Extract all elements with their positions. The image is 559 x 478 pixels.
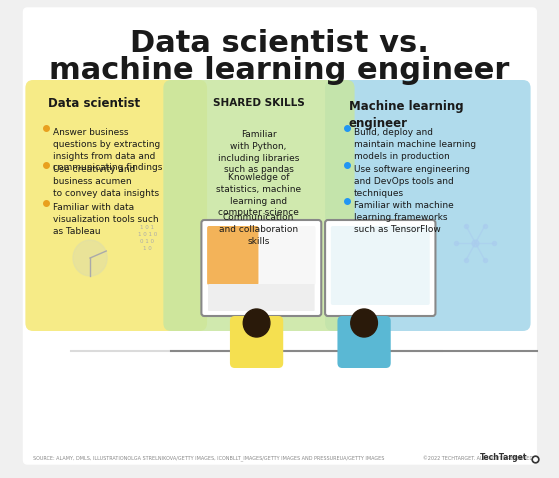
Circle shape <box>243 309 270 337</box>
FancyBboxPatch shape <box>163 80 354 331</box>
Text: TechTarget: TechTarget <box>480 454 528 463</box>
FancyBboxPatch shape <box>338 316 391 368</box>
FancyBboxPatch shape <box>201 220 321 316</box>
FancyBboxPatch shape <box>230 316 283 368</box>
Text: Use software engineering
and DevOps tools and
techniques: Use software engineering and DevOps tool… <box>354 165 470 197</box>
Circle shape <box>73 240 107 276</box>
FancyBboxPatch shape <box>208 284 315 311</box>
Text: SHARED SKILLS: SHARED SKILLS <box>212 98 304 108</box>
FancyBboxPatch shape <box>23 8 536 464</box>
Text: Data scientist: Data scientist <box>48 97 140 109</box>
FancyBboxPatch shape <box>259 226 316 285</box>
Circle shape <box>350 309 377 337</box>
Text: Machine learning
engineer: Machine learning engineer <box>349 100 463 130</box>
Text: machine learning engineer: machine learning engineer <box>49 55 510 85</box>
Text: Knowledge of
statistics, machine
learning and
computer science: Knowledge of statistics, machine learnin… <box>216 173 301 217</box>
Text: Familiar with machine
learning frameworks
such as TensorFlow: Familiar with machine learning framework… <box>354 201 453 234</box>
Text: Answer business
questions by extracting
insights from data and
communicating fin: Answer business questions by extracting … <box>53 128 162 173</box>
FancyBboxPatch shape <box>25 80 207 331</box>
FancyBboxPatch shape <box>325 80 530 331</box>
Text: Build, deploy and
maintain machine learning
models in production: Build, deploy and maintain machine learn… <box>354 128 476 161</box>
FancyBboxPatch shape <box>331 226 430 305</box>
Text: SOURCE: ALAMY, DMLS, ILLUSTRATIONOLGA STRELNIKOVA/GETTY IMAGES, ICONBLLT_IMAGES/: SOURCE: ALAMY, DMLS, ILLUSTRATIONOLGA ST… <box>33 455 385 461</box>
FancyBboxPatch shape <box>207 226 258 285</box>
Text: Familiar
with Python,
including libraries
such as pandas: Familiar with Python, including librarie… <box>218 130 299 174</box>
Text: Communication
and collaboration
skills: Communication and collaboration skills <box>219 213 298 246</box>
Text: Use creativity and
business acumen
to convey data insights: Use creativity and business acumen to co… <box>53 165 159 197</box>
FancyBboxPatch shape <box>325 220 435 316</box>
Text: Familiar with data
visualization tools such
as Tableau: Familiar with data visualization tools s… <box>53 203 159 236</box>
Text: Data scientist vs.: Data scientist vs. <box>130 29 429 57</box>
Text: ©2022 TECHTARGET. ALL RIGHTS RESERVED.: ©2022 TECHTARGET. ALL RIGHTS RESERVED. <box>423 456 535 460</box>
Text: 1 0 1
1 0 1 0
0 1 0
1 0: 1 0 1 1 0 1 0 0 1 0 1 0 <box>138 225 157 251</box>
